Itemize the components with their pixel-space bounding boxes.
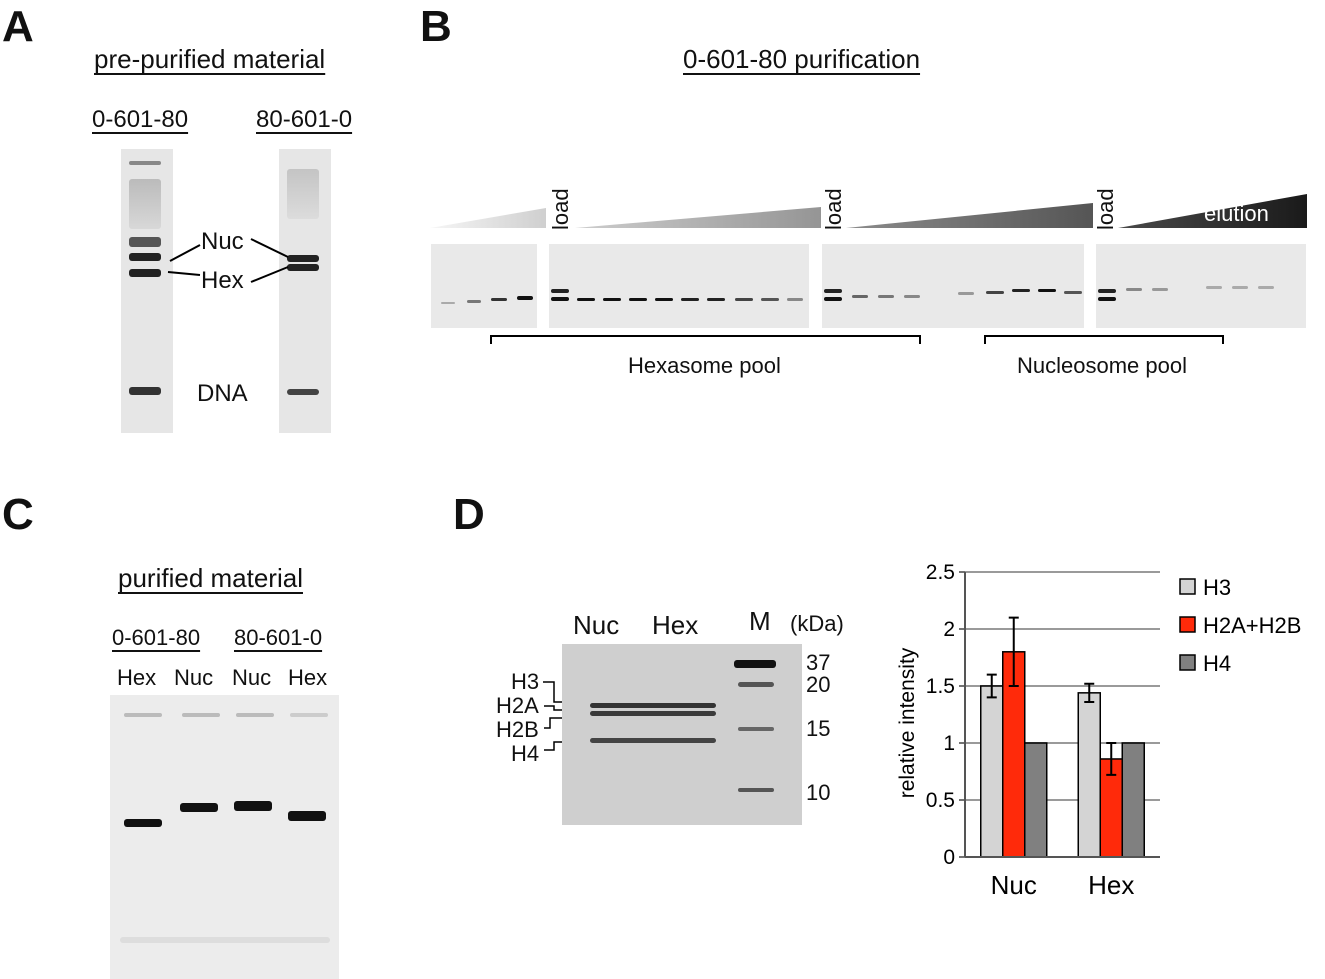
panel-d-lane-m: M [749,606,771,636]
legend-swatch [1179,578,1196,595]
chart-y-axis-label: relative intensity [896,647,919,798]
bar-h4-hex [1121,742,1145,858]
panel-a-nuc-label: Nuc [201,228,244,255]
panel-c-lane-3: Nuc [232,665,272,690]
y-tick-label: 2.5 [926,561,955,584]
panel-b-label: B [420,2,452,51]
panel-c-lane-2: Nuc [174,665,214,690]
legend-label: H2A+H2B [1203,613,1301,638]
relative-intensity-chart: 0 0.5 1 1.5 2 2.5 Nuc Hex H3 H2A+H2B H4 relative… [896,561,1301,900]
marker-10: 10 [806,780,831,805]
marker-20: 20 [806,672,831,697]
bar-h4-nuc [1024,742,1048,858]
panel-c-label: C [2,490,34,539]
panel-c-lane-4: Hex [288,665,328,690]
histone-h3-label: H3 [511,669,540,694]
histone-h2b-label: H2B [496,717,539,742]
bar-h3-nuc [980,685,1004,858]
error-bar [1008,616,1019,687]
panel-a-lane1-label: 0-601-80 [92,106,189,133]
gel-b-strip-1 [431,244,537,328]
gel-b-strip-2 [549,244,809,328]
panel-b-title: 0-601-80 purification [683,44,921,74]
chart-y-ticks: 0 0.5 1 1.5 2 2.5 [926,561,966,869]
load-label-3: load [1093,188,1118,230]
bar-h3-hex [1077,692,1101,858]
panel-a-lane2-label: 80-601-0 [256,106,353,133]
legend-label: H3 [1203,575,1231,600]
gel-lane-a1 [121,149,173,433]
panel-c-group1-label: 0-601-80 [112,625,201,650]
panel-d-unit: (kDa) [790,611,844,636]
hexasome-pool-label: Hexasome pool [628,353,781,378]
panel-c-group2-label: 80-601-0 [234,625,323,650]
x-tick-label: Hex [1088,870,1134,900]
panel-c-lane-1: Hex [117,665,157,690]
panel-c-title: purified material [118,563,303,593]
load-label-2: load [821,188,846,230]
load-label-1: load [548,188,573,230]
gel-lane-a2 [279,149,331,433]
chart-legend: H3 H2A+H2B H4 [1179,575,1301,676]
x-tick-label: Nuc [991,870,1037,900]
histone-brackets [543,681,562,751]
gel-b-strip-3 [822,244,1084,328]
pool-brackets [490,335,1224,344]
panel-a-label: A [2,2,34,51]
panel-d-lane-nuc: Nuc [573,610,620,640]
gel-d [562,644,802,825]
nucleosome-pool-label: Nucleosome pool [1017,353,1187,378]
chart-x-ticks: Nuc Hex [965,856,1160,900]
gel-b-strip-4 [1096,244,1306,328]
y-tick-label: 0 [943,846,955,869]
histone-h2a-label: H2A [496,693,539,718]
histone-h4-label: H4 [511,741,540,766]
gradient-ramps [430,194,1307,228]
legend-label: H4 [1203,651,1231,676]
error-bar [986,673,997,699]
y-tick-label: 1 [943,732,955,755]
legend-swatch [1179,654,1196,671]
chart-bars [980,616,1145,858]
marker-15: 15 [806,716,831,741]
error-bar [1106,742,1117,776]
y-tick-label: 2 [943,618,955,641]
panel-a-dna-label: DNA [197,380,248,407]
y-tick-label: 1.5 [926,675,955,698]
gel-c [110,695,339,979]
legend-swatch [1179,616,1196,633]
panel-a-band-pointers [167,238,289,283]
elution-label: elution [1204,201,1269,226]
panel-a-hex-label: Hex [201,267,244,294]
panel-a-title: pre-purified material [94,44,326,74]
error-bar [1084,682,1095,703]
y-tick-label: 0.5 [926,789,955,812]
panel-d-lane-hex: Hex [652,610,699,640]
panel-d-label: D [453,490,485,539]
marker-37: 37 [806,650,831,675]
